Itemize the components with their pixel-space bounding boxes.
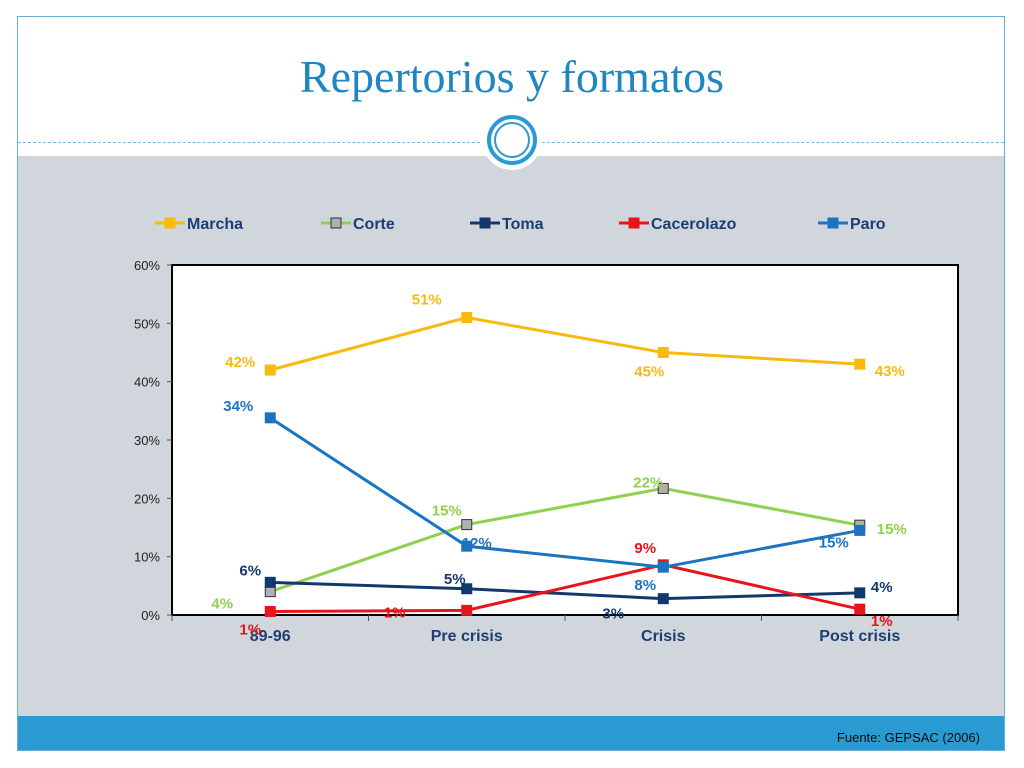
data-label-marcha: 51% bbox=[412, 292, 442, 309]
slide-title: Repertorios y formatos bbox=[299, 51, 725, 102]
circle-inner-icon bbox=[494, 122, 530, 158]
data-label-paro: 15% bbox=[819, 534, 849, 551]
data-point bbox=[461, 540, 473, 552]
data-label-marcha: 45% bbox=[634, 364, 664, 381]
x-category-label: 89-96 bbox=[250, 628, 291, 645]
x-category-label: Crisis bbox=[641, 628, 686, 645]
data-point bbox=[854, 587, 866, 599]
y-tick-label: 30% bbox=[134, 433, 160, 448]
data-label-paro: 34% bbox=[223, 398, 253, 415]
data-point bbox=[264, 412, 276, 424]
data-label-cacerolazo: 9% bbox=[634, 540, 656, 557]
y-tick-label: 50% bbox=[134, 316, 160, 331]
legend-marker bbox=[479, 217, 491, 229]
legend-marker bbox=[827, 217, 839, 229]
data-label-corte: 15% bbox=[432, 503, 462, 520]
series-line-toma bbox=[270, 580, 860, 601]
y-tick-label: 0% bbox=[141, 608, 160, 623]
data-label-corte: 22% bbox=[633, 474, 663, 491]
x-category-label: Post crisis bbox=[819, 628, 900, 645]
y-tick-label: 10% bbox=[134, 550, 160, 565]
data-label-paro: 8% bbox=[634, 577, 656, 594]
legend-item-toma: Toma bbox=[470, 216, 544, 233]
legend-marker bbox=[628, 217, 640, 229]
series-line-paro bbox=[269, 416, 861, 569]
data-label-toma: 6% bbox=[239, 562, 261, 579]
data-label-corte: 15% bbox=[877, 521, 907, 538]
legend-label: Paro bbox=[850, 216, 886, 233]
data-label-cacerolazo: 1% bbox=[384, 604, 406, 621]
data-point bbox=[657, 593, 669, 605]
series-line-corte bbox=[269, 486, 861, 594]
data-point bbox=[854, 524, 866, 536]
data-point bbox=[264, 576, 276, 588]
data-point bbox=[461, 583, 473, 595]
legend-label: Marcha bbox=[187, 216, 243, 233]
series-line-cacerolazo bbox=[270, 563, 861, 613]
legend-marker bbox=[164, 217, 176, 229]
data-point bbox=[854, 358, 866, 370]
legend-item-cacerolazo: Cacerolazo bbox=[619, 216, 737, 233]
data-label-toma: 4% bbox=[871, 579, 893, 596]
data-point bbox=[264, 364, 276, 376]
y-tick-label: 60% bbox=[134, 258, 160, 273]
series-layer bbox=[264, 312, 866, 617]
data-label-marcha: 42% bbox=[225, 354, 255, 371]
data-point bbox=[657, 561, 669, 573]
data-point bbox=[657, 482, 669, 494]
y-tick-label: 40% bbox=[134, 375, 160, 390]
series-toma bbox=[264, 576, 866, 605]
legend: Marcha Corte Toma Cacerolazo Paro bbox=[155, 216, 886, 233]
legend-item-corte: Corte bbox=[321, 216, 395, 233]
x-axis: 89-96 Pre crisis Crisis Post crisis bbox=[171, 615, 959, 645]
series-line-marcha bbox=[269, 315, 860, 372]
data-point bbox=[461, 604, 473, 616]
data-point bbox=[264, 606, 276, 617]
data-label-toma: 5% bbox=[444, 571, 466, 588]
legend-item-paro: Paro bbox=[818, 216, 886, 233]
source-note: Fuente: GEPSAC (2006) bbox=[836, 730, 980, 745]
legend-item-marcha: Marcha bbox=[155, 216, 243, 233]
data-label-toma: 3% bbox=[602, 606, 624, 623]
series-marcha bbox=[264, 312, 866, 376]
data-label-marcha: 43% bbox=[875, 363, 905, 380]
data-label-cacerolazo: 1% bbox=[871, 613, 893, 630]
data-label-cacerolazo: 1% bbox=[239, 622, 261, 639]
data-label-corte: 4% bbox=[211, 596, 233, 613]
y-axis: 0% 10% 20% 30% 40% 50% 60% bbox=[134, 258, 172, 623]
legend-label: Cacerolazo bbox=[651, 216, 737, 233]
data-point bbox=[264, 586, 276, 598]
legend-marker bbox=[330, 217, 342, 229]
plot-area bbox=[171, 264, 959, 616]
data-point bbox=[461, 312, 473, 323]
data-point bbox=[854, 603, 866, 615]
legend-label: Toma bbox=[502, 216, 544, 233]
data-labels: 42% 51% 45% 43% 4% 15% 22% 15% 6% 5% 3% 4% 1% 1% 9% 1% 3… bbox=[211, 292, 906, 639]
series-paro bbox=[264, 412, 866, 573]
y-tick-label: 20% bbox=[134, 491, 160, 506]
footer-bar bbox=[18, 716, 1004, 750]
data-point bbox=[657, 347, 669, 358]
data-label-paro: 12% bbox=[462, 535, 492, 552]
x-category-label: Pre crisis bbox=[431, 628, 503, 645]
data-point bbox=[461, 519, 473, 531]
legend-label: Corte bbox=[353, 216, 395, 233]
